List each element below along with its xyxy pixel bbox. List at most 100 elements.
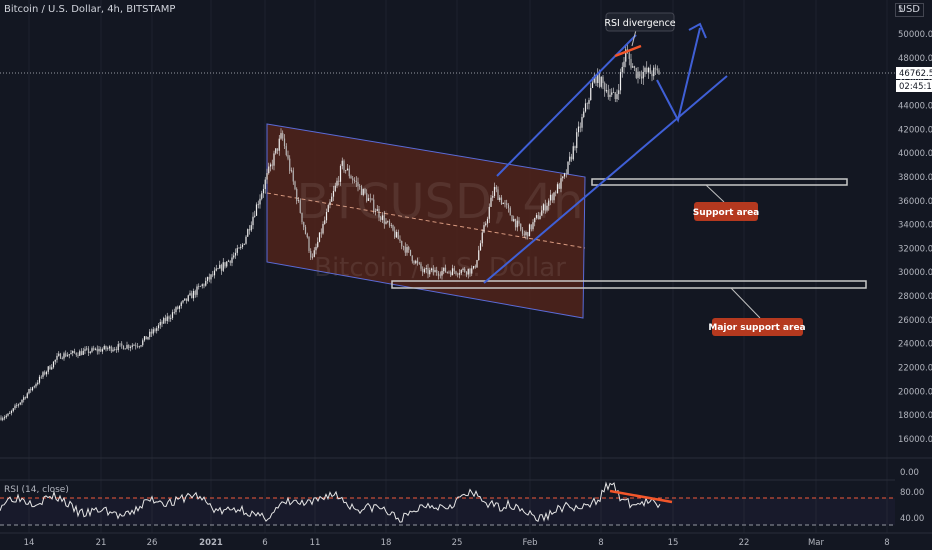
candle-body (644, 67, 646, 72)
candle-body (161, 322, 163, 324)
rsi-divergence-line (609, 489, 673, 504)
price-tick-label: 34000.00 (898, 221, 932, 231)
candle-body (268, 166, 270, 174)
candle-body (234, 252, 237, 256)
candle-body (247, 229, 249, 237)
candle-body (548, 200, 550, 206)
candle-body (576, 132, 578, 149)
candle-body (304, 227, 307, 234)
candle-body (315, 246, 317, 251)
candle-body (201, 284, 203, 287)
time-axis[interactable]: 14 21 26 2021 6 11 18 25 Feb 8 15 22 Mar 8 (24, 538, 890, 548)
candle-body (390, 225, 392, 226)
time-tick-label: Mar (808, 538, 825, 548)
candle-body (219, 264, 221, 269)
price-axis-bottom-tick: 0.00 (900, 468, 919, 478)
candle-body (269, 164, 272, 167)
candle-body (257, 204, 259, 206)
candle-body (409, 249, 412, 256)
candle-body (429, 270, 431, 275)
candle-body (492, 195, 494, 198)
rsi-divergence-label[interactable]: RSI divergence (604, 12, 676, 32)
channel-midline (266, 192, 586, 249)
candle-body (544, 204, 546, 211)
candle-body (241, 244, 244, 247)
candle-body (59, 353, 62, 359)
candle-body (331, 196, 333, 202)
candle-body (411, 255, 413, 262)
candle-body (292, 170, 294, 182)
candle-body (481, 232, 483, 244)
candle-body (595, 75, 597, 83)
price-tick-label: 44000.00 (898, 101, 932, 111)
candle-body (418, 262, 420, 264)
upper-trendline[interactable] (496, 34, 637, 177)
candle-body (446, 271, 448, 273)
candle-body (525, 232, 527, 236)
candle-body (516, 220, 518, 228)
candle-body (205, 280, 207, 286)
candle-body (397, 231, 399, 240)
candle-body (373, 199, 375, 212)
candle-body (430, 268, 433, 271)
candle-body (381, 215, 384, 220)
candle-body (56, 355, 58, 360)
price-tick-label: 18000.00 (898, 411, 932, 421)
candle-body (255, 204, 258, 216)
candle-body (350, 176, 352, 179)
candle-body (164, 318, 167, 322)
candle-body (220, 264, 223, 271)
candle-body (565, 173, 567, 175)
candle-body (467, 268, 469, 275)
candle-body (2, 418, 4, 420)
candle-body (472, 266, 475, 269)
support-area-box[interactable] (591, 178, 848, 186)
candle-body (254, 215, 256, 217)
candle-body (653, 67, 655, 77)
candle-body (159, 322, 161, 326)
candle-body (597, 72, 599, 83)
candle-body (324, 220, 326, 224)
price-axis[interactable]: 50000.0048000.0046000.0044000.0042000.00… (898, 5, 932, 445)
candle-body (458, 273, 461, 275)
candle-body (126, 344, 128, 349)
price-tick-label: 20000.00 (898, 387, 932, 397)
candle-body (19, 402, 21, 405)
price-tick-label: 28000.00 (898, 292, 932, 302)
candle-body (318, 232, 321, 242)
candle-body (514, 218, 517, 228)
candle-body (303, 222, 305, 228)
candle-body (299, 200, 301, 213)
support-area-label[interactable]: Support area (693, 202, 760, 221)
rsi-indicator-label[interactable]: RSI (14, close) (4, 485, 69, 495)
candle-body (394, 230, 396, 238)
candle-body (607, 90, 609, 97)
candle-body (556, 184, 559, 194)
countdown-tag (896, 80, 932, 92)
candle-body (210, 274, 212, 280)
major-support-area-label[interactable]: Major support area (708, 318, 806, 336)
candle-body (434, 270, 436, 273)
candle-body (380, 217, 382, 220)
candle-body (17, 404, 20, 406)
currency-badge[interactable]: USD (894, 3, 924, 17)
major-support-area-box[interactable] (391, 280, 867, 289)
time-tick-label: 26 (147, 538, 158, 548)
candle-body (583, 111, 585, 118)
candle-body (633, 66, 636, 68)
candle-body (35, 384, 37, 387)
price-tick-label: 24000.00 (898, 340, 932, 350)
candle-body (243, 243, 245, 245)
candle-body (259, 198, 261, 205)
candle-body (94, 348, 97, 350)
candle-body (14, 405, 16, 409)
price-divergence-line (614, 44, 642, 58)
price-tick-label: 26000.00 (898, 316, 932, 326)
candle-body (507, 205, 510, 209)
support-area-text: Support area (693, 208, 760, 218)
candle-body (423, 269, 426, 273)
candle-body (401, 240, 403, 247)
lower-trendline[interactable] (483, 75, 728, 284)
candle-body (171, 312, 174, 318)
